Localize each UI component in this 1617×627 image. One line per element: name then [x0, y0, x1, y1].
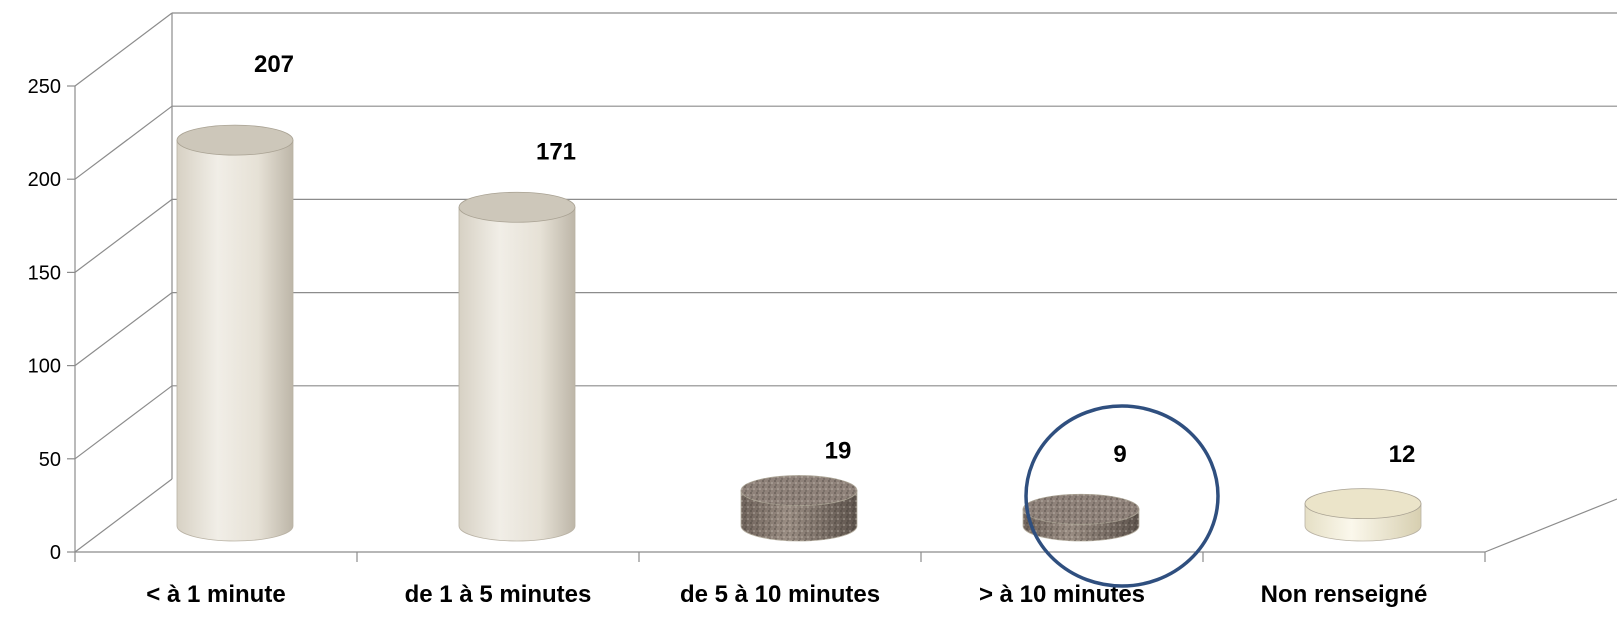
floor-right-edge: [1484, 498, 1617, 553]
y-tick-label: 150: [28, 262, 61, 284]
x-tick-label: de 5 à 10 minutes: [680, 581, 880, 608]
gridline-side: [74, 105, 173, 180]
highlight-circle: [1024, 404, 1220, 588]
bar-1: [176, 124, 294, 542]
gridline-side: [74, 478, 173, 553]
data-label: 19: [825, 438, 852, 465]
y-tick-label: 200: [28, 169, 61, 191]
bar-top: [1304, 488, 1422, 520]
gridline-side: [74, 292, 173, 367]
y-tick-label: 0: [50, 542, 61, 564]
bar-top: [176, 124, 294, 156]
bar-top-texture: [741, 475, 857, 506]
gridline-side: [74, 12, 173, 87]
y-tick-label: 250: [28, 76, 61, 98]
data-label: 171: [536, 138, 576, 165]
bar-top-texture: [1023, 494, 1139, 525]
data-label: 207: [254, 51, 294, 78]
gridline-side: [74, 198, 173, 273]
x-tick-label: Non renseigné: [1261, 581, 1428, 608]
bar-top: [458, 191, 576, 223]
bar-2: [458, 191, 576, 542]
x-tick-label: < à 1 minute: [146, 581, 285, 608]
bar-body: [176, 139, 294, 542]
data-label: 12: [1389, 441, 1416, 468]
x-tick-label: de 1 à 5 minutes: [405, 581, 592, 608]
bar-body: [458, 206, 576, 542]
y-tick-label: 100: [28, 356, 61, 378]
bar-3: [740, 475, 858, 542]
data-label: 9: [1113, 441, 1126, 468]
gridline-side: [74, 385, 173, 460]
y-tick-label: 50: [39, 449, 61, 471]
bar-5: [1304, 488, 1422, 542]
bar-4: [1022, 493, 1140, 542]
